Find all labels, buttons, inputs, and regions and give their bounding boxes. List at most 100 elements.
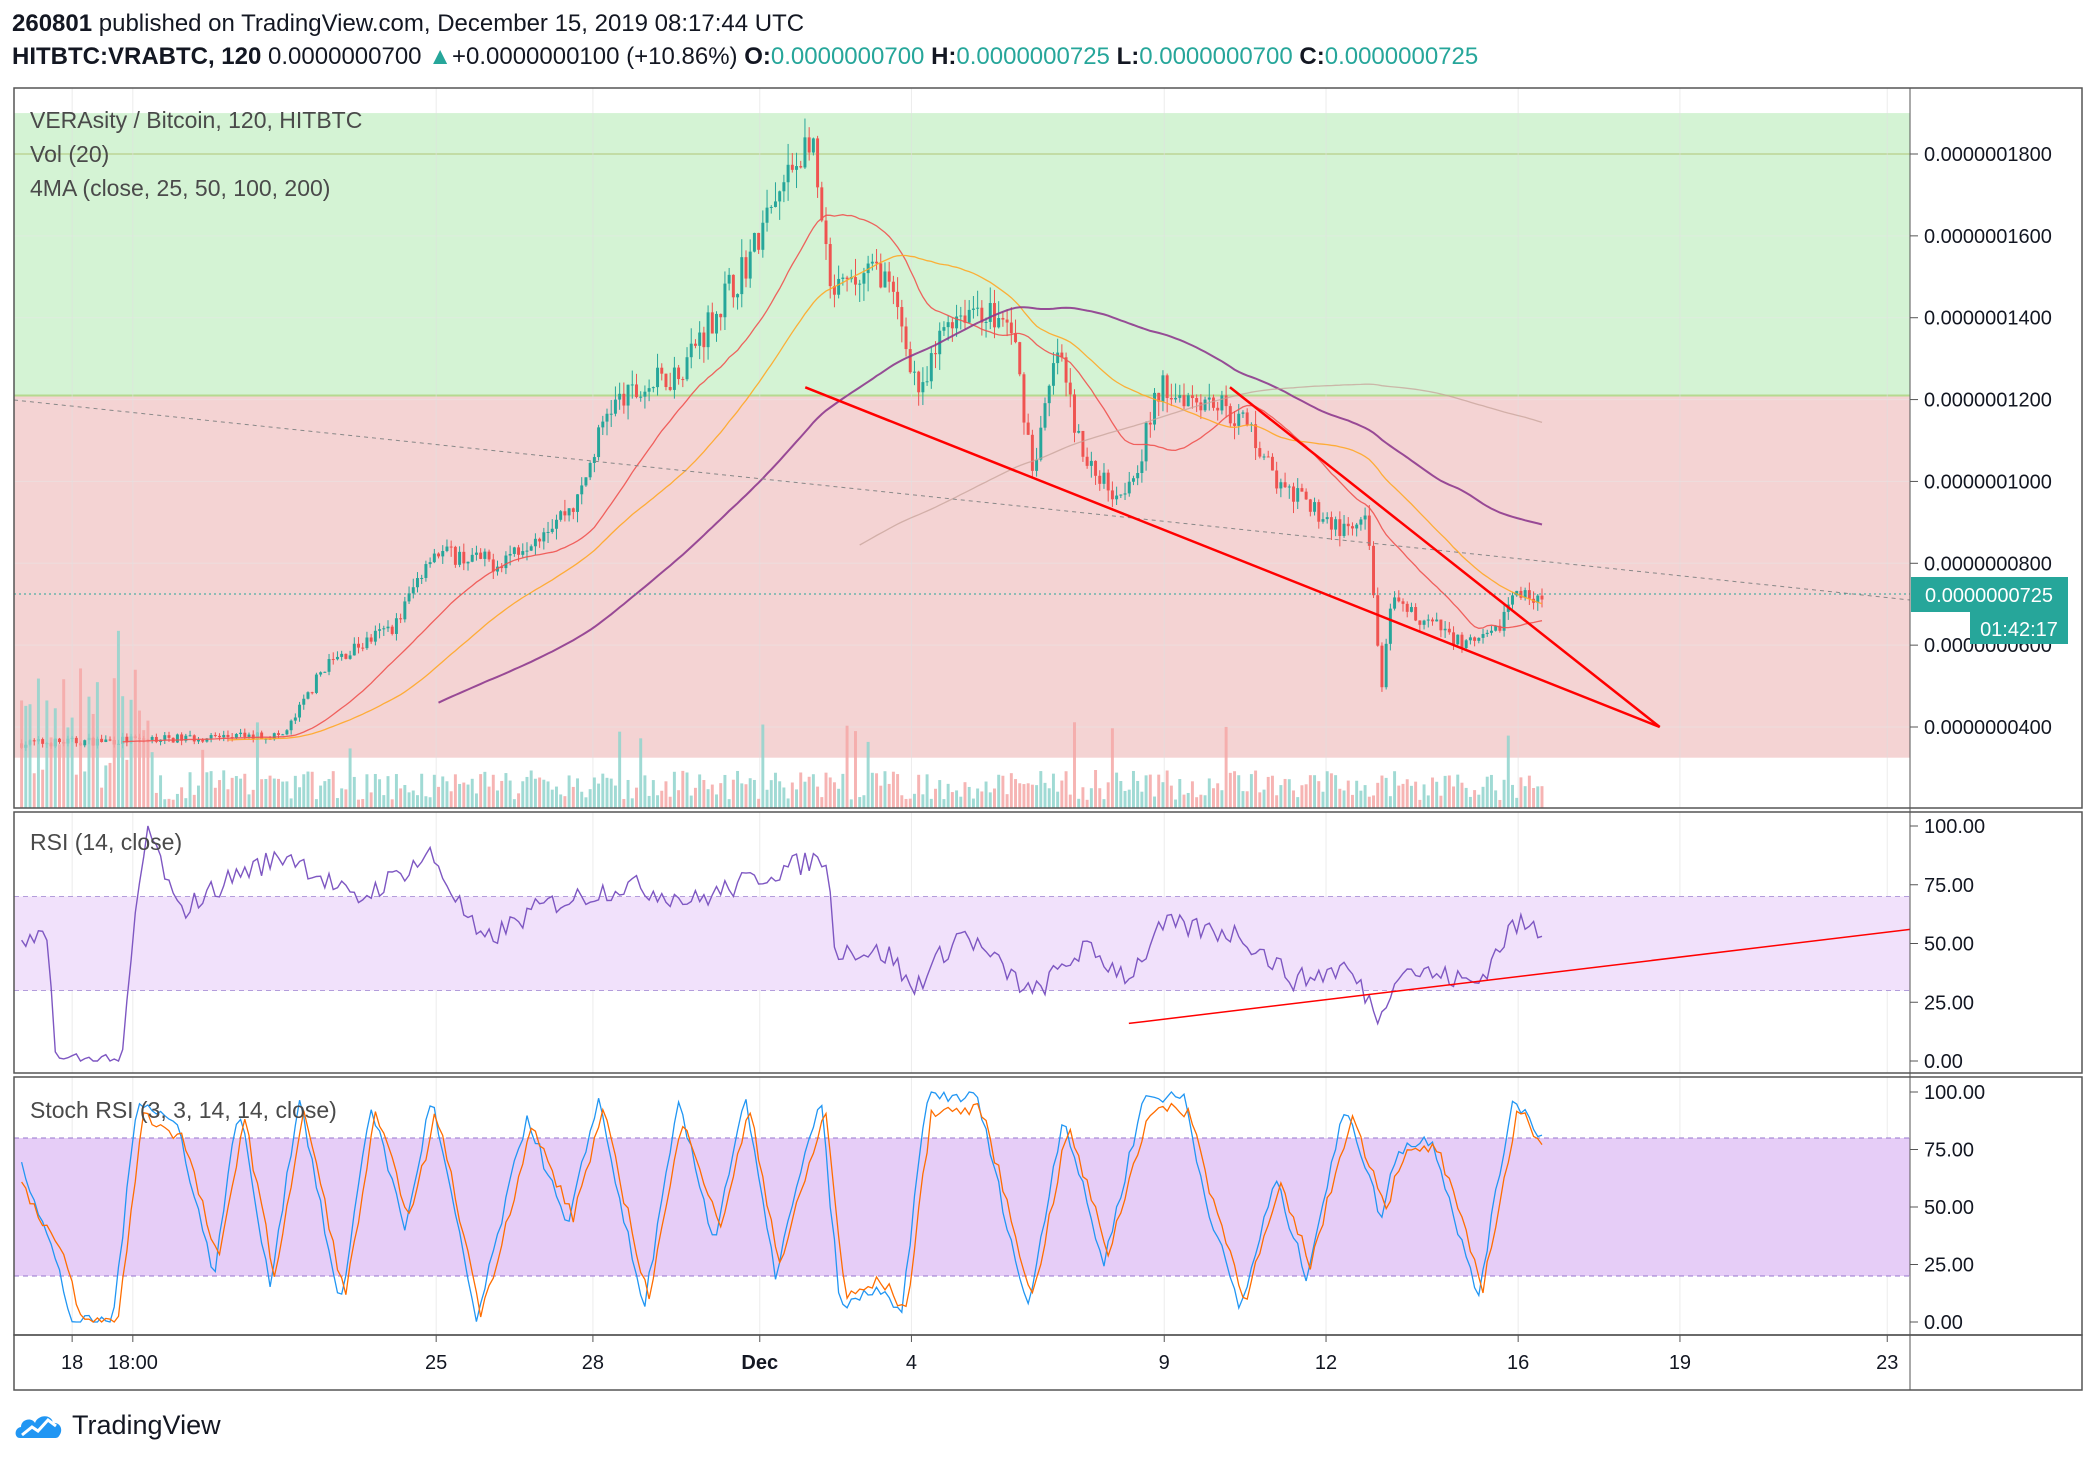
trendline-1[interactable] <box>804 386 1661 729</box>
volume-bar <box>643 775 647 808</box>
candle <box>331 659 335 661</box>
candle <box>458 551 462 565</box>
candle <box>411 587 415 594</box>
candle <box>1073 394 1076 433</box>
volume-bar <box>525 776 529 808</box>
candle <box>1397 597 1401 602</box>
tradingview-logo-icon[interactable] <box>14 1408 64 1442</box>
time-tick-label: 28 <box>582 1352 604 1374</box>
footer-brand[interactable]: TradingView <box>72 1409 221 1440</box>
volume-bar <box>904 798 908 808</box>
candle <box>1275 470 1279 489</box>
volume-bar <box>407 792 411 808</box>
candle <box>234 734 238 739</box>
candle <box>891 281 895 292</box>
volume-bar <box>1245 791 1249 808</box>
candle <box>1245 412 1249 426</box>
volume-bar <box>449 791 453 808</box>
volume-bar <box>925 774 929 808</box>
candle <box>1266 456 1270 458</box>
volume-bar <box>1068 794 1072 808</box>
volume-bar <box>1283 778 1287 808</box>
volume-bar <box>129 699 133 808</box>
volume-bar <box>719 783 723 808</box>
volume-bar <box>1422 784 1426 808</box>
symbol-label[interactable]: HITBTC:VRABTC, 120 <box>12 43 262 70</box>
candle <box>816 138 820 188</box>
trendline-2[interactable] <box>1229 386 1661 728</box>
rsi-tick-label: 25.00 <box>1924 992 1974 1014</box>
candle <box>976 307 980 309</box>
rsi-trendline[interactable] <box>1128 928 1911 1025</box>
stoch-rsi-pane[interactable] <box>14 1090 1910 1323</box>
volume-bar <box>723 774 727 808</box>
volume-bar <box>58 744 61 808</box>
candle <box>736 294 740 298</box>
volume-bar <box>677 790 681 808</box>
candle <box>1376 595 1380 646</box>
candle <box>1174 397 1178 400</box>
candle <box>1443 628 1447 631</box>
price-tick-label: 0.0000001600 <box>1924 226 2052 248</box>
candle <box>883 271 887 288</box>
volume-bar <box>896 774 900 808</box>
volume-bar <box>479 774 483 808</box>
volume-bar <box>1026 783 1030 808</box>
volume-bar <box>1275 795 1279 808</box>
volume-bar <box>685 772 689 808</box>
candle <box>1026 422 1030 435</box>
low-value: 0.0000000700 <box>1139 43 1293 70</box>
volume-bar <box>1384 777 1388 808</box>
candle <box>803 137 807 168</box>
volume-bar <box>1409 785 1413 808</box>
candle <box>832 286 836 295</box>
legend-volume[interactable]: Vol (20) <box>30 141 109 167</box>
stoch-tick-label: 100.00 <box>1924 1082 1985 1104</box>
publish-line: 260801 published on TradingView.com, Dec… <box>12 8 2082 40</box>
low-label: L: <box>1116 43 1140 70</box>
legend-moving-averages[interactable]: 4MA (close, 25, 50, 100, 200) <box>30 175 330 201</box>
stoch-rsi-title[interactable]: Stoch RSI (3, 3, 14, 14, close) <box>30 1097 337 1123</box>
candle <box>466 561 470 564</box>
candle <box>1494 625 1498 631</box>
candle <box>1131 478 1135 482</box>
volume-bar <box>1388 796 1392 808</box>
volume-bar <box>1127 789 1131 808</box>
candle <box>1464 640 1468 649</box>
legend-title[interactable]: VERAsity / Bitcoin, 120, HITBTC <box>30 107 362 133</box>
candle <box>1018 342 1022 375</box>
candle <box>1144 422 1148 462</box>
candle <box>971 308 975 310</box>
candle <box>748 251 752 279</box>
rsi-line <box>21 825 1543 1062</box>
candle <box>218 735 222 738</box>
author-name[interactable]: 260801 <box>12 10 93 37</box>
volume-bar <box>441 776 445 808</box>
volume-bar <box>664 781 668 808</box>
candle <box>1127 481 1131 494</box>
candle <box>740 257 744 295</box>
volume-bar <box>188 772 192 808</box>
candle <box>1102 472 1106 484</box>
candle <box>1405 603 1409 612</box>
volume-bar <box>213 787 217 808</box>
rsi-pane[interactable] <box>14 825 1911 1062</box>
volume-bar <box>1161 782 1165 808</box>
volume-bar <box>1540 786 1544 808</box>
volume-bar <box>929 798 933 808</box>
candle <box>630 384 634 386</box>
candle <box>533 538 537 547</box>
volume-bar <box>1195 797 1199 808</box>
volume-bar <box>83 771 87 808</box>
volume-bar <box>1089 788 1093 808</box>
volume-bar <box>879 785 883 808</box>
candle <box>100 738 104 743</box>
volume-bar <box>196 785 200 808</box>
rsi-tick-label: 50.00 <box>1924 934 1974 956</box>
volume-bar <box>1321 791 1325 808</box>
price-pane[interactable] <box>13 88 1911 1335</box>
volume-bar <box>1342 790 1346 808</box>
candle <box>925 381 929 383</box>
rsi-title[interactable]: RSI (14, close) <box>30 829 182 855</box>
